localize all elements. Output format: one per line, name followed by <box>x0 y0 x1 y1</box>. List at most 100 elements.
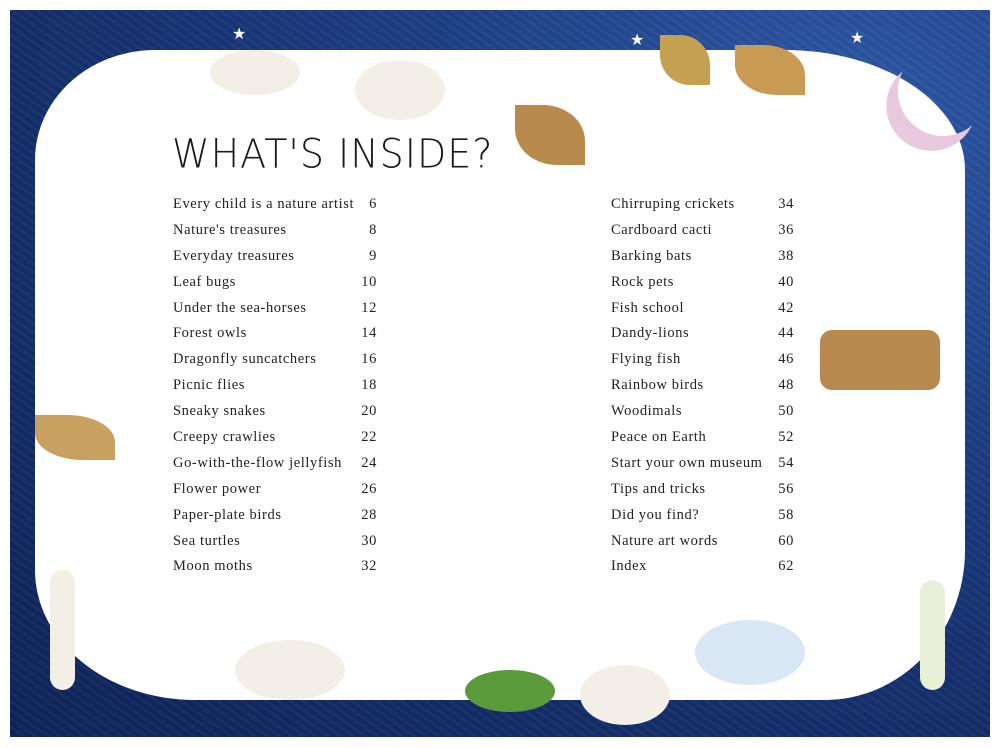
star-icon: ★ <box>72 92 87 109</box>
entry-page-number: 56 <box>778 480 794 497</box>
entry-title: Peace on Earth <box>611 429 707 446</box>
contents-entry: Chirruping crickets 34 <box>611 196 794 222</box>
entry-title: Chirruping crickets <box>611 196 735 212</box>
entry-page-number: 14 <box>361 325 377 342</box>
contents-entry: Rock pets 40 <box>611 274 794 300</box>
entry-page-number: 48 <box>778 377 794 394</box>
entry-title: Flower power <box>173 480 262 497</box>
entry-page-number: 26 <box>361 480 377 497</box>
entry-page-number: 32 <box>361 558 377 575</box>
star-icon: ★ <box>630 32 645 49</box>
entry-page-number: 20 <box>361 403 377 420</box>
contents-entry: Did you find? 58 <box>611 507 794 533</box>
entry-title: Under the sea-horses <box>173 299 307 316</box>
hen-illustration <box>695 620 805 685</box>
entry-page-number: 38 <box>778 247 794 264</box>
contents-entry: Moon moths 32 <box>173 558 377 584</box>
star-icon: ★ <box>850 30 865 47</box>
entry-title: Dragonfly suncatchers <box>173 351 317 368</box>
entry-page-number: 22 <box>361 429 377 446</box>
seahorse-illustration <box>920 580 945 690</box>
contents-entry: Go-with-the-flow jellyfish 24 <box>173 455 377 481</box>
entry-page-number: 30 <box>361 532 377 549</box>
entry-page-number: 34 <box>778 196 794 212</box>
entry-title: Nature art words <box>611 532 719 549</box>
entry-title: Start your own museum <box>611 454 763 471</box>
entry-page-number: 50 <box>778 403 794 420</box>
contents-entry: Dragonfly suncatchers 16 <box>173 351 377 377</box>
contents-entry: Dandy-lions 44 <box>611 325 794 351</box>
entry-title: Index <box>611 558 648 575</box>
contents-entry: Peace on Earth 52 <box>611 429 794 455</box>
contents-entry: Woodimals 50 <box>611 403 794 429</box>
entry-page-number: 54 <box>778 454 794 471</box>
entry-title: Flying fish <box>611 351 681 368</box>
entry-title: Sea turtles <box>173 532 241 549</box>
paper-bird-illustration <box>210 50 300 95</box>
entry-title: Nature's treasures <box>173 221 287 238</box>
contents-entry: Flying fish 46 <box>611 351 794 377</box>
contents-entry: Cardboard cacti 36 <box>611 222 794 248</box>
star-icon: ★ <box>950 162 965 179</box>
entry-page-number: 24 <box>361 454 377 471</box>
star-icon: ★ <box>232 26 247 43</box>
entry-page-number: 36 <box>778 221 794 238</box>
entry-page-number: 18 <box>361 377 377 394</box>
entry-page-number: 10 <box>361 273 377 290</box>
moth-illustration <box>660 35 710 85</box>
entry-title: Tips and tricks <box>611 480 706 497</box>
entry-page-number: 62 <box>778 558 794 575</box>
book-spread: ★ ★ ★ ★ ★ <box>10 10 990 737</box>
contents-list-left: Every child is a nature artist 6 Nature's … <box>173 196 377 584</box>
entry-title: Moon moths <box>173 558 253 575</box>
contents-entry: Rainbow birds 48 <box>611 377 794 403</box>
entry-title: Woodimals <box>611 403 683 420</box>
contents-entry: Nature's treasures 8 <box>173 222 377 248</box>
entry-title: Go-with-the-flow jellyfish <box>173 454 343 471</box>
contents-entry: Everyday treasures 9 <box>173 248 377 274</box>
owl-illustration <box>820 330 940 390</box>
entry-title: Fish school <box>611 299 685 316</box>
contents-entry: Under the sea-horses 12 <box>173 300 377 326</box>
contents-entry: Sea turtles 30 <box>173 533 377 559</box>
contents-entry: Flower power 26 <box>173 481 377 507</box>
contents-list-right: Chirruping crickets 34 Cardboard cacti 36 Ba… <box>611 196 794 584</box>
entry-page-number: 58 <box>778 506 794 523</box>
page-title: WHAT'S INSIDE? <box>172 130 494 178</box>
entry-page-number: 46 <box>778 351 794 368</box>
contents-entry: Forest owls 14 <box>173 325 377 351</box>
caterpillar-illustration <box>465 670 555 712</box>
entry-title: Sneaky snakes <box>173 403 266 420</box>
entry-page-number: 40 <box>778 273 794 290</box>
contents-panel <box>35 50 965 700</box>
contents-entry: Creepy crawlies 22 <box>173 429 377 455</box>
entry-page-number: 8 <box>369 221 377 238</box>
entry-title: Every child is a nature artist <box>173 196 355 212</box>
contents-entry: Paper-plate birds 28 <box>173 507 377 533</box>
entry-page-number: 44 <box>778 325 794 342</box>
hen-illustration <box>580 665 670 725</box>
entry-page-number: 60 <box>778 532 794 549</box>
contents-entry: Every child is a nature artist 6 <box>173 196 377 222</box>
entry-page-number: 6 <box>369 196 377 212</box>
entry-title: Rainbow birds <box>611 377 704 394</box>
contents-entry: Sneaky snakes 20 <box>173 403 377 429</box>
contents-entry: Leaf bugs 10 <box>173 274 377 300</box>
entry-title: Did you find? <box>611 506 700 523</box>
entry-page-number: 42 <box>778 299 794 316</box>
entry-title: Barking bats <box>611 247 692 264</box>
entry-title: Picnic flies <box>173 377 246 394</box>
seahorse-illustration <box>50 570 75 690</box>
entry-page-number: 52 <box>778 429 794 446</box>
contents-entry: Barking bats 38 <box>611 248 794 274</box>
entry-title: Everyday treasures <box>173 247 295 264</box>
contents-entry: Fish school 42 <box>611 300 794 326</box>
contents-entry: Picnic flies 18 <box>173 377 377 403</box>
contents-entry: Index 62 <box>611 558 794 584</box>
entry-title: Forest owls <box>173 325 247 342</box>
entry-page-number: 9 <box>369 247 377 264</box>
entry-page-number: 16 <box>361 351 377 368</box>
contents-entry: Tips and tricks 56 <box>611 481 794 507</box>
contents-entry: Start your own museum 54 <box>611 455 794 481</box>
entry-page-number: 12 <box>361 299 377 316</box>
